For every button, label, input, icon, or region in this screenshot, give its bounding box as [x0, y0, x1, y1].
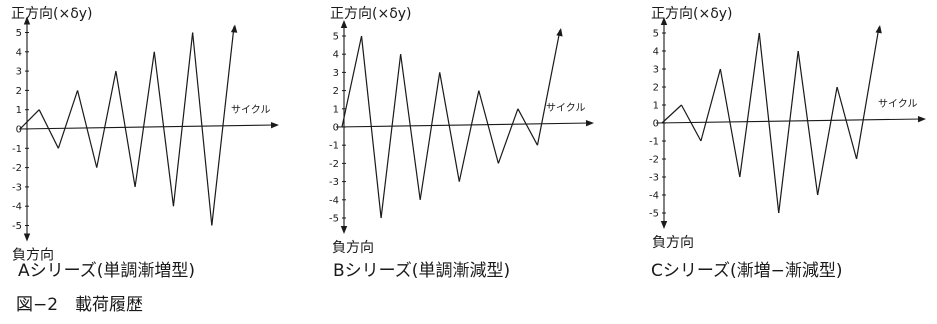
- loading-path-segment: [419, 72, 441, 200]
- y-tick-label: 2: [16, 86, 22, 97]
- chart-panel-1: 5 4 3 2 1 0 -1 -2 -3 -4 -5 正方向(×δy) 負方向 サイクル Aシリーズ(単調漸…: [11, 6, 279, 281]
- loading-path-segment: [57, 90, 79, 149]
- y-tick-label: -1: [329, 141, 339, 152]
- y-tick-label: -5: [649, 209, 659, 220]
- y-tick-label: 3: [653, 65, 659, 76]
- y-axis-arrow-down: [340, 226, 348, 234]
- loading-path-segment: [719, 68, 741, 178]
- loading-path-segment: [38, 109, 59, 149]
- loading-path-segment: [439, 72, 460, 182]
- series-title: Cシリーズ(漸増−漸減型): [651, 261, 843, 281]
- loading-path-segment: [341, 35, 363, 128]
- negative-direction-label: 負方向: [12, 248, 54, 264]
- loading-path-segment: [153, 51, 175, 207]
- y-tick-label: 2: [653, 83, 659, 94]
- y-axis-arrow-up: [660, 17, 668, 25]
- y-tick-label: 1: [333, 104, 339, 115]
- loading-path-arrow: [556, 28, 563, 37]
- y-tick-label: 5: [333, 32, 339, 43]
- y-axis-arrow-up: [23, 16, 31, 25]
- y-tick-label: 5: [653, 29, 659, 40]
- positive-direction-label: 正方向(×δy): [651, 6, 733, 22]
- negative-direction-label: 負方向: [652, 235, 694, 251]
- loading-path-segment: [19, 109, 40, 130]
- loading-path-segment: [817, 86, 838, 196]
- y-tick-label: -1: [649, 137, 659, 148]
- chart-panel-2: 5 4 3 2 1 0 -1 -2 -3 -4 -5 正方向(×δy) 負方向 サイクル Bシリーズ(単調漸…: [329, 6, 594, 281]
- y-axis-arrow-down: [23, 233, 31, 242]
- loading-path-segment: [76, 90, 98, 168]
- series-title: Aシリーズ(単調漸増型): [18, 261, 195, 281]
- x-axis: [18, 124, 276, 130]
- loading-path-segment: [758, 32, 780, 214]
- chart-panel-3: 5 4 3 2 1 0 -1 -2 -3 -4 -5 正方向(×δy) 負方向 サイクル Cシリーズ(漸増−…: [649, 6, 926, 281]
- y-tick-label: 4: [333, 50, 339, 61]
- y-tick-label: 0: [333, 123, 339, 134]
- y-tick-label: -2: [12, 163, 22, 174]
- loading-path-segment: [680, 104, 702, 142]
- y-axis-arrow-down: [660, 221, 668, 229]
- y-tick-label: -5: [12, 221, 22, 232]
- loading-path-segment: [380, 54, 402, 219]
- y-tick-label: -4: [649, 191, 659, 202]
- negative-direction-label: 負方向: [332, 240, 374, 256]
- series-title: Bシリーズ(単調漸減型): [333, 261, 510, 281]
- loading-path-segment: [478, 90, 499, 164]
- y-tick-label: 0: [16, 125, 22, 136]
- positive-direction-label: 正方向(×δy): [330, 6, 412, 22]
- positive-direction-label: 正方向(×δy): [11, 6, 93, 22]
- cycle-axis-label: サイクル: [546, 102, 586, 114]
- loading-path-arrow: [875, 25, 882, 34]
- cycle-axis-label: サイクル: [878, 98, 918, 110]
- x-axis-arrow: [917, 115, 926, 123]
- x-axis: [655, 118, 923, 124]
- loading-path-segment: [661, 104, 682, 124]
- y-tick-label: 3: [16, 67, 22, 78]
- loading-path-segment: [797, 50, 819, 196]
- loading-path-segment: [517, 108, 538, 146]
- loading-path-segment: [115, 71, 136, 187]
- loading-path-segment: [458, 90, 480, 182]
- loading-path-final-segment: [536, 29, 561, 146]
- y-tick-label: 1: [653, 101, 659, 112]
- loading-path-segment: [400, 54, 421, 200]
- loading-path-segment: [134, 51, 155, 187]
- x-axis-arrow: [270, 121, 279, 129]
- loading-path-segment: [172, 32, 194, 207]
- loading-path-segment: [778, 50, 799, 214]
- y-tick-label: 1: [16, 105, 22, 116]
- cycle-axis-label: サイクル: [231, 104, 271, 116]
- y-tick-label: -2: [649, 155, 659, 166]
- x-axis: [335, 122, 591, 128]
- x-axis-arrow: [585, 119, 594, 127]
- y-tick-label: 4: [653, 47, 659, 58]
- y-tick-label: 2: [333, 86, 339, 97]
- y-axis-arrow-up: [340, 20, 348, 28]
- y-tick-label: -4: [329, 195, 339, 206]
- loading-path-segment: [192, 32, 213, 226]
- y-tick-label: 3: [333, 68, 339, 79]
- y-tick-label: -3: [329, 177, 339, 188]
- y-tick-label: -4: [12, 202, 22, 213]
- loading-path-final-segment: [855, 26, 880, 160]
- y-tick-label: 0: [653, 119, 659, 130]
- y-tick-label: -2: [329, 159, 339, 170]
- y-tick-label: -3: [649, 173, 659, 184]
- y-tick-label: 5: [16, 28, 22, 39]
- y-tick-label: -3: [12, 182, 22, 193]
- loading-path-segment: [360, 35, 382, 219]
- loading-path-segment: [836, 86, 858, 160]
- loading-path-segment: [739, 32, 760, 178]
- loading-path-arrow: [230, 24, 238, 33]
- loading-path-segment: [497, 108, 519, 164]
- loading-path-segment: [96, 70, 117, 168]
- y-tick-label: 4: [16, 47, 22, 58]
- loading-path-final-segment: [211, 26, 235, 226]
- figure-caption: 図−2 載荷履歴: [16, 295, 143, 315]
- loading-path-segment: [700, 68, 721, 142]
- y-tick-label: -1: [12, 144, 22, 155]
- y-tick-label: -5: [329, 214, 339, 225]
